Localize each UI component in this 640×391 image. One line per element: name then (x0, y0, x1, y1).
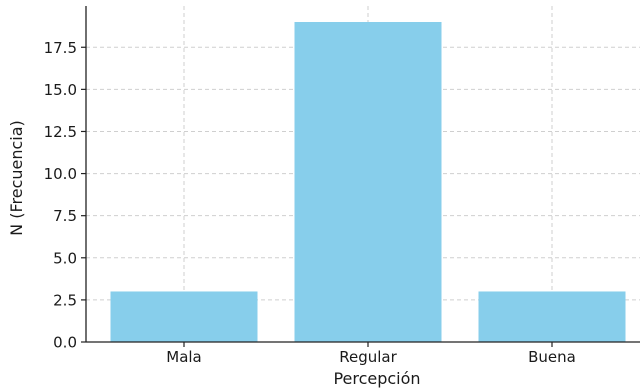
y-tick-label: 15.0 (44, 81, 77, 99)
y-ticks: 0.0 2.5 5.0 7.5 10.0 12.5 15.0 17.5 (44, 39, 86, 352)
bars (110, 22, 626, 342)
y-axis-title: N (Frecuencia) (7, 120, 26, 236)
x-tick-label: Regular (339, 348, 397, 366)
y-tick-label: 12.5 (44, 123, 77, 141)
x-axis-title: Percepción (333, 369, 420, 388)
x-ticks: Mala Regular Buena (166, 342, 576, 366)
y-tick-label: 2.5 (53, 291, 77, 309)
y-tick-label: 17.5 (44, 39, 77, 57)
x-tick-label: Buena (528, 348, 576, 366)
bar-mala (110, 291, 258, 342)
bar-regular (294, 22, 442, 342)
y-tick-label: 0.0 (53, 334, 77, 352)
y-tick-label: 7.5 (53, 207, 77, 225)
x-tick-label: Mala (166, 348, 202, 366)
bar-buena (478, 291, 626, 342)
y-tick-label: 10.0 (44, 165, 77, 183)
y-tick-label: 5.0 (53, 249, 77, 267)
